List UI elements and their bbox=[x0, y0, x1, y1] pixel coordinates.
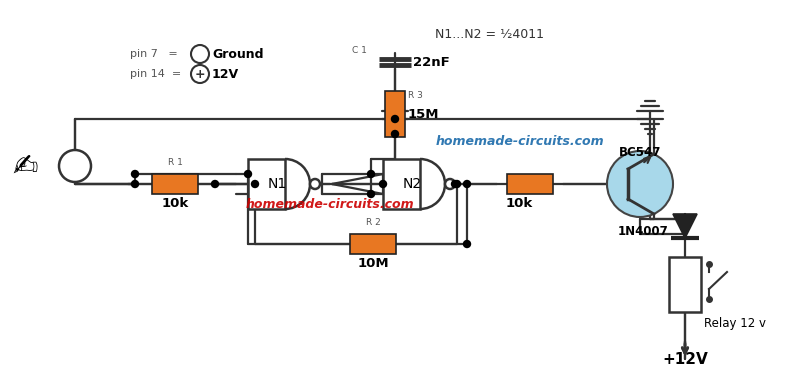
Text: homemade-circuits.com: homemade-circuits.com bbox=[436, 135, 604, 147]
Circle shape bbox=[451, 180, 458, 187]
Text: homemade-circuits.com: homemade-circuits.com bbox=[245, 198, 414, 210]
Circle shape bbox=[391, 130, 398, 137]
Circle shape bbox=[191, 65, 209, 83]
Bar bbox=[669, 256, 701, 312]
Text: 10k: 10k bbox=[161, 197, 189, 210]
Circle shape bbox=[245, 170, 252, 177]
Circle shape bbox=[464, 240, 470, 247]
Text: pin 7   =: pin 7 = bbox=[130, 49, 178, 59]
Circle shape bbox=[211, 180, 218, 187]
Text: N2: N2 bbox=[402, 177, 422, 191]
Text: R 3: R 3 bbox=[408, 91, 423, 100]
Circle shape bbox=[391, 116, 398, 123]
Text: N1...N2 = ½4011: N1...N2 = ½4011 bbox=[435, 28, 544, 40]
Bar bbox=[383, 159, 420, 209]
Text: Ground: Ground bbox=[212, 47, 264, 61]
Text: N1: N1 bbox=[267, 177, 287, 191]
Circle shape bbox=[132, 170, 139, 177]
Circle shape bbox=[607, 151, 673, 217]
Text: BC547: BC547 bbox=[618, 146, 662, 159]
Text: C 1: C 1 bbox=[352, 46, 367, 55]
Circle shape bbox=[367, 170, 375, 177]
Circle shape bbox=[132, 180, 139, 187]
Text: R 1: R 1 bbox=[167, 158, 183, 167]
Circle shape bbox=[310, 179, 320, 189]
Text: +12V: +12V bbox=[662, 352, 708, 367]
FancyBboxPatch shape bbox=[350, 234, 396, 254]
Text: 22nF: 22nF bbox=[413, 56, 450, 68]
Text: pin 14  =: pin 14 = bbox=[130, 69, 181, 79]
Text: 12V: 12V bbox=[212, 68, 239, 81]
Circle shape bbox=[453, 180, 461, 187]
Text: 10M: 10M bbox=[357, 257, 389, 270]
Circle shape bbox=[59, 150, 91, 182]
FancyBboxPatch shape bbox=[152, 174, 198, 194]
Text: 15M: 15M bbox=[408, 107, 439, 121]
Circle shape bbox=[367, 191, 375, 198]
Circle shape bbox=[252, 180, 258, 187]
FancyBboxPatch shape bbox=[507, 174, 553, 194]
Text: Relay 12 v: Relay 12 v bbox=[704, 317, 766, 329]
Text: ✍: ✍ bbox=[12, 152, 37, 182]
FancyBboxPatch shape bbox=[385, 91, 405, 137]
Circle shape bbox=[445, 179, 455, 189]
Text: +: + bbox=[194, 68, 206, 81]
Circle shape bbox=[379, 180, 387, 187]
Circle shape bbox=[191, 45, 209, 63]
Text: R 2: R 2 bbox=[366, 218, 380, 227]
Text: 1N4007: 1N4007 bbox=[617, 224, 668, 238]
Circle shape bbox=[464, 180, 470, 187]
Text: 10k: 10k bbox=[506, 197, 533, 210]
Bar bbox=[248, 159, 285, 209]
Polygon shape bbox=[673, 214, 697, 238]
